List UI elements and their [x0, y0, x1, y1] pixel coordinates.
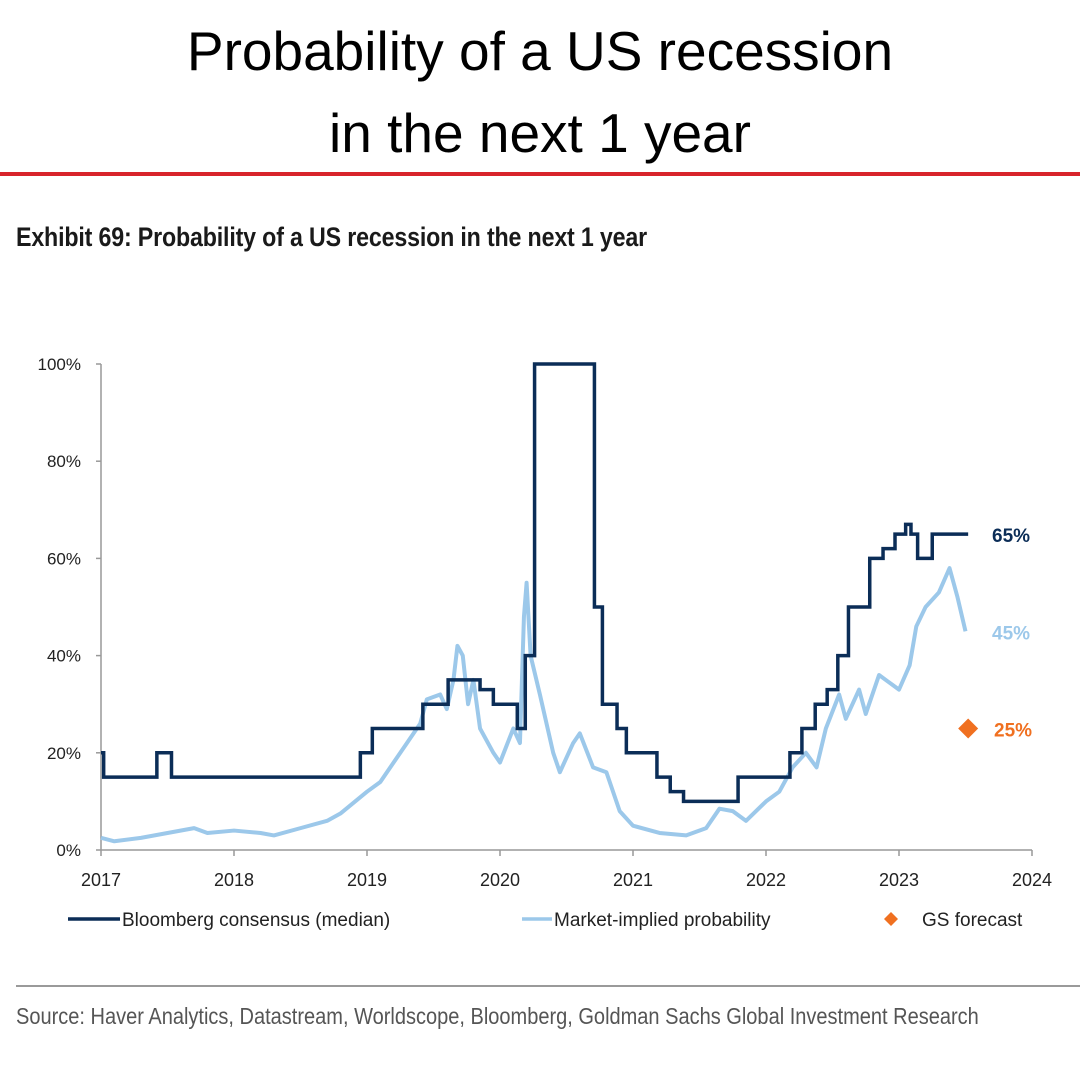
- accent-rule: [0, 172, 1080, 176]
- x-tick-label: 2021: [613, 870, 653, 890]
- x-tick-label: 2022: [746, 870, 786, 890]
- source-divider: [16, 985, 1080, 987]
- x-tick-label: 2024: [1012, 870, 1052, 890]
- recession-probability-chart: 0% 20% 40% 60% 80% 100% 2017 2018 2019 2020 2021 20…: [38, 355, 1053, 931]
- y-tick-label: 20%: [47, 744, 81, 763]
- legend-label-gs: GS forecast: [922, 910, 1023, 931]
- legend-swatch-gs: [884, 912, 898, 926]
- y-tick-label: 60%: [47, 549, 81, 568]
- bloomberg-end-label: 65%: [992, 526, 1030, 547]
- x-tick-label: 2018: [214, 870, 254, 890]
- market-end-label: 45%: [992, 623, 1030, 644]
- legend-label-market: Market-implied probability: [554, 910, 771, 931]
- x-tick-label: 2023: [879, 870, 919, 890]
- series-line-bloomberg-consensus: [101, 362, 969, 804]
- series-line-market-implied: [100, 566, 968, 844]
- headline: Probability of a US recession in the nex…: [0, 10, 1080, 174]
- x-tick-label: 2017: [81, 870, 121, 890]
- exhibit-title: Exhibit 69: Probability of a US recessio…: [16, 222, 648, 252]
- gs-end-label: 25%: [994, 721, 1032, 742]
- y-tick-label: 40%: [47, 647, 81, 666]
- x-tick-label: 2020: [480, 870, 520, 890]
- source-note: Source: Haver Analytics, Datastream, Wor…: [16, 1003, 979, 1029]
- legend-label-bloomberg: Bloomberg consensus (median): [122, 910, 390, 931]
- x-tick-label: 2019: [347, 870, 387, 890]
- gs-forecast-marker: [958, 718, 979, 739]
- y-tick-label: 100%: [38, 355, 81, 374]
- y-tick-label: 80%: [47, 452, 81, 471]
- y-tick-label: 0%: [56, 841, 81, 860]
- headline-line-2: in the next 1 year: [329, 102, 751, 164]
- headline-line-1: Probability of a US recession: [186, 20, 894, 82]
